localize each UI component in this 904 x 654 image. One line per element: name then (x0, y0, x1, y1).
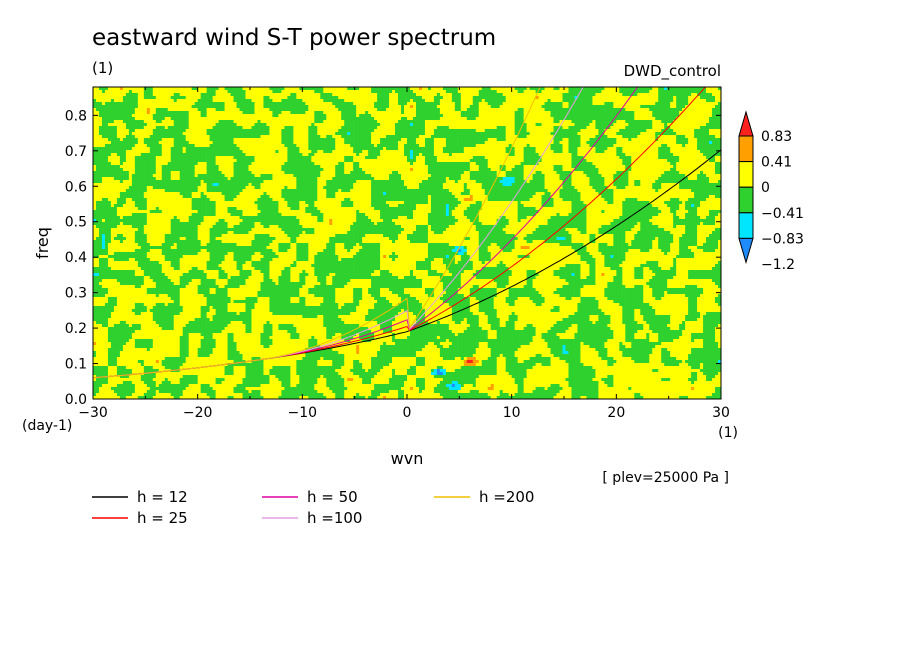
x-axis-label: wvn (391, 449, 424, 468)
legend: h = 12 h = 25 h = 50 h =100 h =200 (92, 488, 534, 527)
title-units: (1) (92, 59, 113, 77)
experiment-label: DWD_control (624, 62, 721, 81)
y-tick-label: 0.1 (65, 357, 87, 373)
legend-label: h = 12 (137, 488, 188, 506)
legend-label: h =100 (307, 509, 362, 527)
y-tick-label: 0.2 (65, 321, 87, 337)
colorbar-segment (739, 187, 753, 213)
colorbar-label: −1.2 (761, 257, 795, 273)
spectrum-field (93, 87, 722, 400)
y-units: (day-1) (22, 418, 72, 434)
colorbar-label: 0.83 (761, 129, 792, 145)
x-tick-label: 10 (503, 405, 521, 421)
y-axis-label: freq (33, 227, 52, 259)
x-tick-label: 30 (712, 405, 730, 421)
colorbar-segment (739, 213, 753, 239)
chart-title: eastward wind S-T power spectrum (92, 25, 496, 51)
x-tick-label: −10 (288, 405, 318, 421)
colorbar-label: 0 (761, 180, 770, 196)
colorbar-label: −0.41 (761, 206, 804, 222)
colorbar-min-arrow (739, 238, 753, 262)
legend-label: h = 25 (137, 509, 188, 527)
y-tick-label: 0.0 (65, 392, 87, 408)
x-tick-label: 0 (403, 405, 412, 421)
y-tick-label: 0.6 (65, 179, 87, 195)
y-tick-label: 0.7 (65, 144, 87, 160)
colorbar-label: 0.41 (761, 155, 792, 171)
y-tick-label: 0.5 (65, 215, 87, 231)
colorbar: 0.83 0.41 0 −0.41 −0.83 −1.2 (739, 112, 804, 273)
y-tick-label: 0.4 (65, 250, 87, 266)
legend-label: h = 50 (307, 488, 358, 506)
x-tick-label: 20 (607, 405, 625, 421)
x-tick-label: −20 (183, 405, 213, 421)
colorbar-segment (739, 136, 753, 162)
colorbar-max-arrow (739, 112, 753, 136)
x-units: (1) (718, 425, 738, 441)
y-tick-label: 0.8 (65, 108, 87, 124)
level-note: [ plev=25000 Pa ] (602, 470, 729, 486)
y-tick-label: 0.3 (65, 286, 87, 302)
colorbar-label: −0.83 (761, 231, 804, 247)
colorbar-segment (739, 162, 753, 188)
legend-label: h =200 (479, 488, 534, 506)
